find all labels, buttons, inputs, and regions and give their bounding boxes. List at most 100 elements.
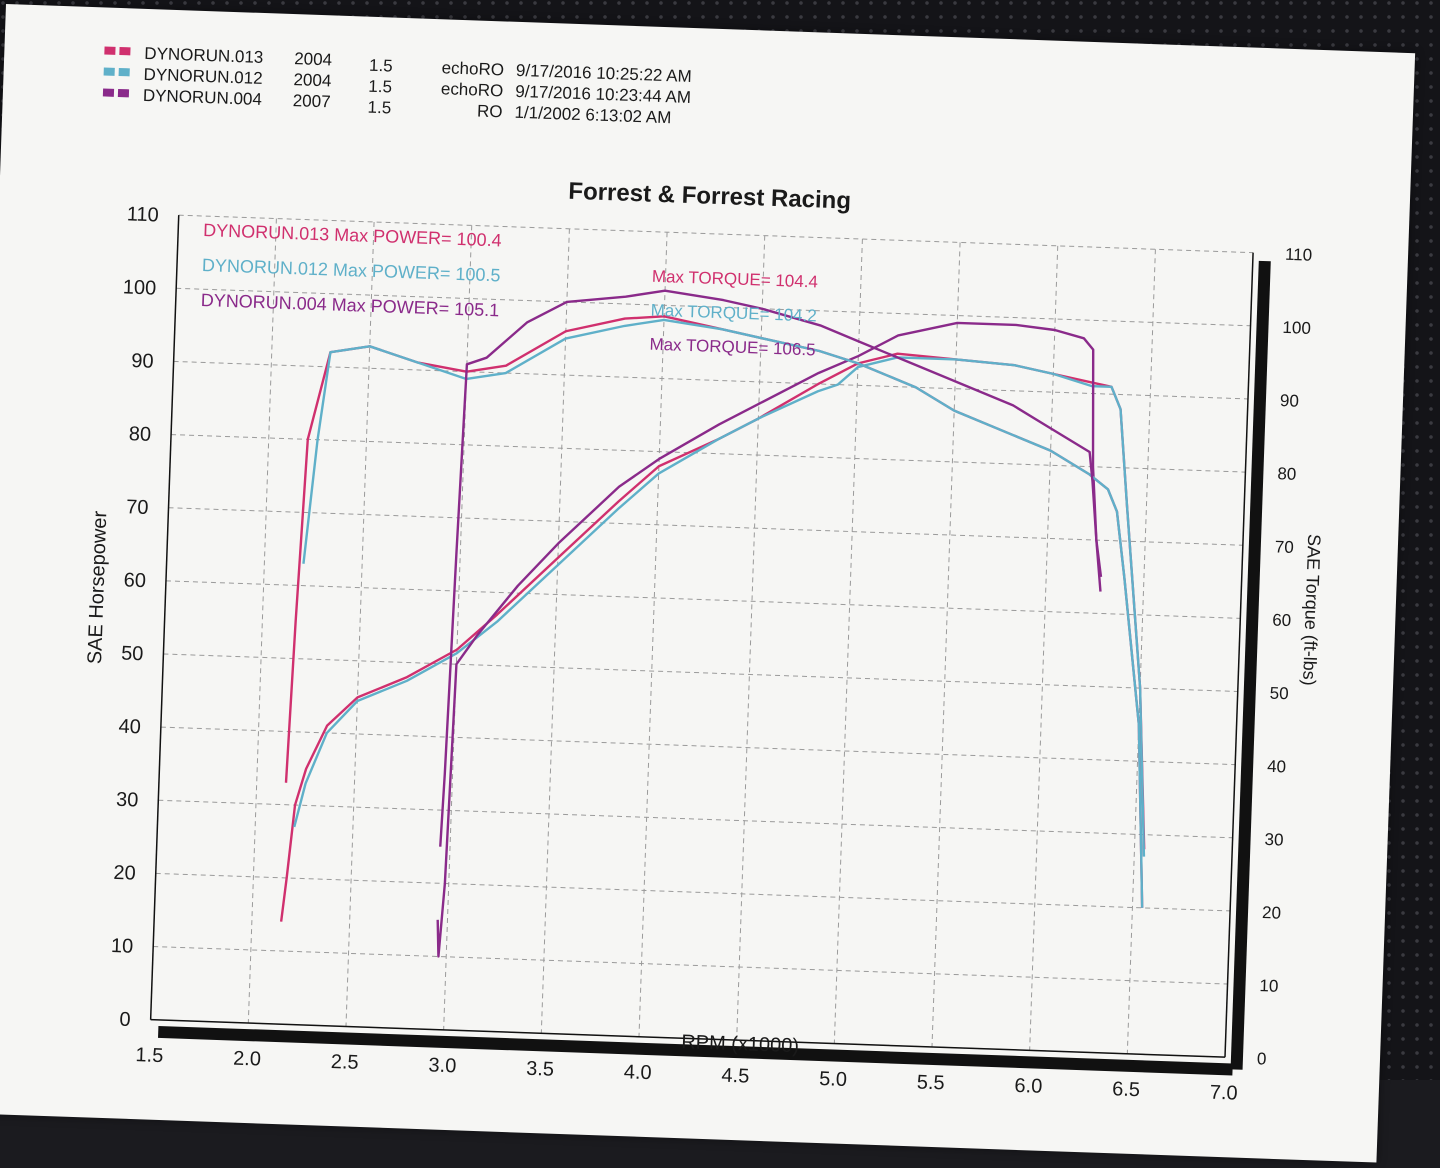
legend-swatch [103,67,115,76]
grid-line-horizontal [168,507,1243,546]
x-tick-label: 1.5 [135,1044,164,1067]
grid-line-horizontal [178,214,1254,254]
y-tick-label: 10 [111,935,134,958]
series-line-dynorun-012-torque [302,318,1144,908]
y2-tick-label: 60 [1272,610,1292,630]
max-power-annotation: DYNORUN.004 Max POWER= 105.1 [200,290,499,320]
legend-swatch [119,46,131,56]
grid-line-vertical [1029,245,1059,1051]
y2-axis-line [1224,252,1254,1058]
legend-swatch [104,46,116,55]
y2-tick-label: 90 [1280,391,1300,411]
dyno-printout: DYNORUN.013 2004 1.5 echoRO 9/17/2016 10:25:… [0,4,1416,1163]
y-tick-label: 110 [126,203,159,226]
y2-tick-label: 30 [1264,830,1284,850]
x-tick-label: 5.5 [916,1071,945,1094]
y-axis-tick-labels: 0 10 20 30 40 50 60 70 80 90 100 110 [111,203,160,1031]
legend-run-year: 2007 [292,91,330,111]
grid-line-vertical [1126,249,1156,1054]
max-power-annotation: DYNORUN.012 Max POWER= 100.5 [202,255,501,285]
y-axis-line [149,215,180,1020]
axes [149,215,1271,1076]
grid-line-vertical [540,228,570,1034]
legend-run-mode: RO [477,102,503,122]
grid-line-vertical [736,235,766,1041]
y-tick-label: 50 [121,643,144,666]
grid-line-horizontal [173,360,1248,400]
max-torque-annotation: Max TORQUE= 104.4 [652,267,819,292]
legend-swatch [102,88,115,97]
grid-line-vertical [345,221,375,1027]
grid-line-horizontal [163,653,1238,692]
y2-tick-label: 40 [1267,757,1287,777]
grid-line-vertical [247,218,277,1024]
legend-run-year: 2004 [294,49,332,69]
grid-line-horizontal [176,287,1251,327]
grid-line-horizontal [158,799,1233,839]
series-line-dynorun-012-power [293,356,1146,857]
y2-tick-label: 100 [1282,318,1311,338]
x-tick-label: 7.0 [1209,1082,1238,1105]
grid-line-vertical [833,239,863,1044]
x-tick-label: 3.5 [526,1058,555,1081]
max-torque-annotation: Max TORQUE= 106.5 [649,335,816,360]
legend-run-timestamp: 1/1/2002 6:13:02 AM [514,103,671,127]
grid-line-horizontal [160,726,1236,766]
legend-run-factor: 1.5 [367,98,391,118]
y2-axis-tick-labels: 0 10 20 30 40 50 60 70 80 90 100 110 [1257,245,1313,1069]
y2-tick-label: 50 [1269,684,1289,704]
series-lines [279,289,1146,958]
y-tick-label: 100 [122,276,156,299]
header-legend: DYNORUN.013 2004 1.5 echoRO 9/17/2016 10:25:… [102,44,692,127]
grid-line-horizontal [153,946,1228,985]
legend-run-year: 2004 [293,70,331,90]
y-tick-label: 40 [118,716,141,739]
y-tick-label: 90 [131,350,154,373]
y-tick-label: 60 [123,569,146,592]
legend-run-name: DYNORUN.013 [144,44,264,67]
y-tick-label: 0 [119,1009,131,1031]
grid-line-horizontal [155,872,1231,912]
y-tick-label: 20 [113,862,136,885]
y2-tick-label: 20 [1262,903,1282,923]
legend-run-mode: echoRO [441,58,504,79]
x-tick-label: 6.5 [1112,1078,1141,1101]
chart-title: Forrest & Forrest Racing [568,178,852,215]
y2-tick-label: 0 [1257,1049,1267,1068]
legend-run-factor: 1.5 [369,56,393,76]
grid-line-vertical [638,232,668,1037]
y-tick-label: 80 [128,423,151,446]
dyno-chart: DYNORUN.013 2004 1.5 echoRO 9/17/2016 10:25:… [84,44,1324,1105]
y2-tick-label: 110 [1285,245,1313,265]
legend-swatch [118,67,130,77]
x-tick-label: 6.0 [1014,1075,1043,1098]
legend-run-mode: echoRO [441,79,504,100]
grid [150,214,1254,1058]
x-tick-label: 4.0 [623,1061,652,1084]
series-line-dynorun-013-power [279,352,1146,922]
y2-tick-label: 70 [1274,537,1294,557]
x-axis-label: RPM (x1000) [681,1031,800,1057]
y-axis-label: SAE Horsepower [84,510,111,664]
legend-run-factor: 1.5 [368,77,392,97]
x-tick-label: 2.5 [330,1051,359,1074]
legend-swatch [117,88,130,98]
grid-line-horizontal [165,580,1241,619]
x-tick-label: 4.5 [721,1065,750,1088]
y2-tick-label: 80 [1277,464,1297,484]
y-tick-label: 30 [116,789,139,812]
grid-line-vertical [931,242,961,1047]
grid-line-vertical [443,225,473,1030]
series-line-dynorun-013-torque [284,315,1144,908]
y2-tick-label: 10 [1259,976,1279,996]
series-line-dynorun-004-power [436,321,1103,958]
legend-run-name: DYNORUN.012 [143,65,263,88]
y2-axis-shadow-bar [1230,260,1271,1070]
x-tick-label: 3.0 [428,1054,457,1077]
x-axis-line [150,1018,1226,1058]
max-power-annotation: DYNORUN.013 Max POWER= 100.4 [203,220,502,250]
legend-run-name: DYNORUN.004 [143,86,263,109]
x-axis-shadow-bar [158,1025,1233,1076]
y-tick-label: 70 [126,496,149,519]
